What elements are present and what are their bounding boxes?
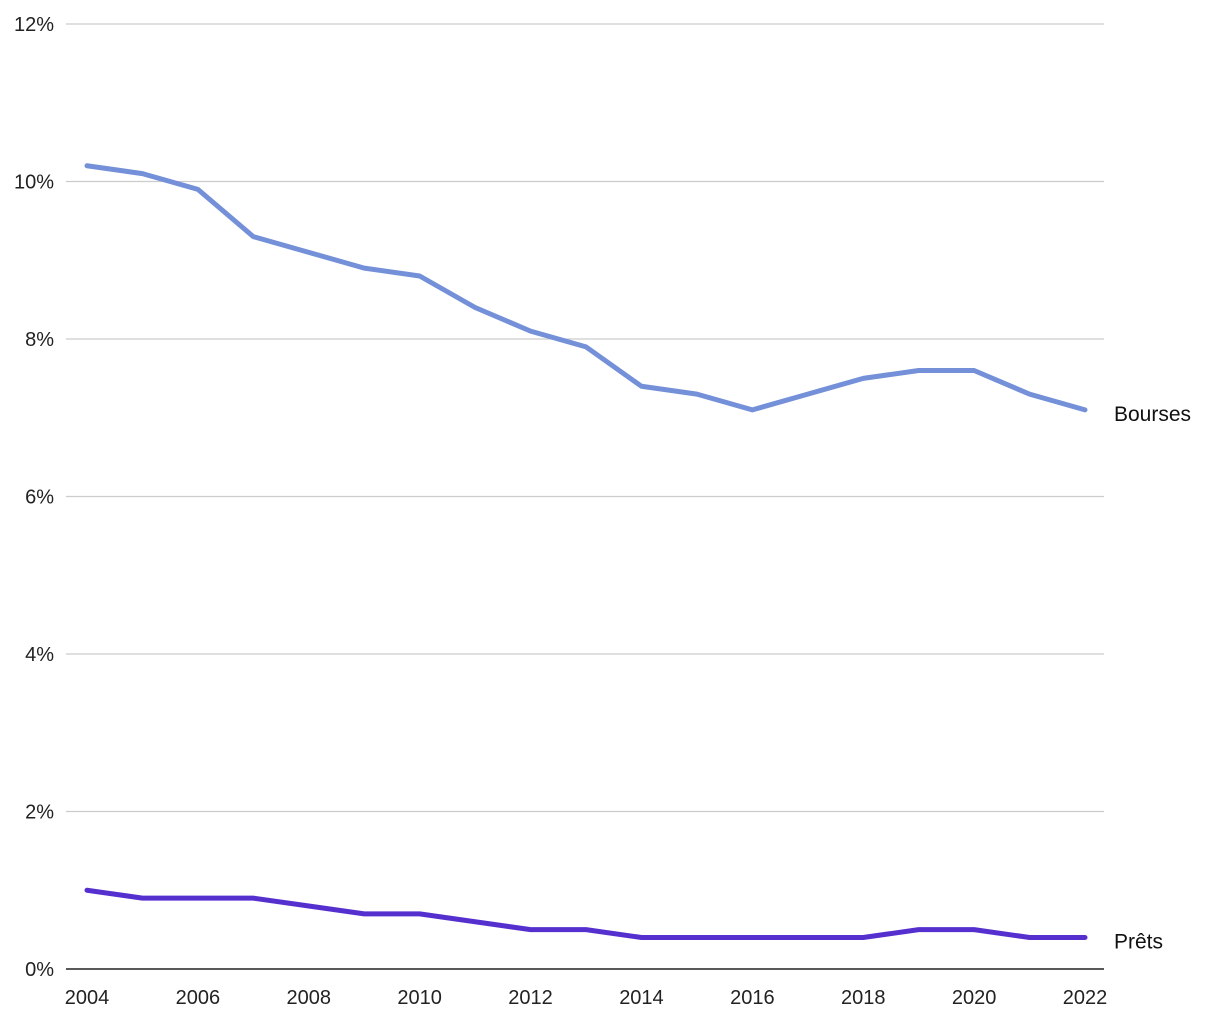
y-tick-label: 0% bbox=[25, 959, 54, 981]
x-tick-label: 2016 bbox=[730, 987, 775, 1009]
x-tick-label: 2004 bbox=[65, 987, 110, 1009]
series-line-1 bbox=[84, 887, 1088, 940]
x-tick-label: 2012 bbox=[508, 987, 553, 1009]
x-tick-label: 2008 bbox=[287, 987, 332, 1009]
series-lines bbox=[84, 163, 1088, 940]
gridlines bbox=[66, 23, 1104, 813]
x-tick-label: 2014 bbox=[619, 987, 664, 1009]
y-tick-label: 4% bbox=[25, 644, 54, 666]
y-tick-label: 10% bbox=[14, 172, 54, 194]
x-tick-label: 2018 bbox=[841, 987, 886, 1009]
series-label: Bourses bbox=[1114, 403, 1191, 426]
x-tick-label: 2022 bbox=[1063, 987, 1108, 1009]
y-tick-label: 2% bbox=[25, 802, 54, 824]
x-tick-label: 2020 bbox=[952, 987, 997, 1009]
y-tick-label: 12% bbox=[14, 14, 54, 36]
y-tick-label: 6% bbox=[25, 487, 54, 509]
x-tick-label: 2006 bbox=[176, 987, 221, 1009]
x-tick-label: 2010 bbox=[397, 987, 442, 1009]
series-labels: Bourses Prêts bbox=[1114, 403, 1191, 954]
y-axis-ticks: 0% 2% 4% 6% 8% 10% 12% bbox=[14, 14, 54, 981]
series-label: Prêts bbox=[1114, 931, 1163, 954]
series-line-0 bbox=[84, 163, 1088, 413]
x-axis-ticks: 2004 2006 2008 2010 2012 2014 2016 2018 2020 2022 bbox=[65, 987, 1108, 1009]
y-tick-label: 8% bbox=[25, 329, 54, 351]
